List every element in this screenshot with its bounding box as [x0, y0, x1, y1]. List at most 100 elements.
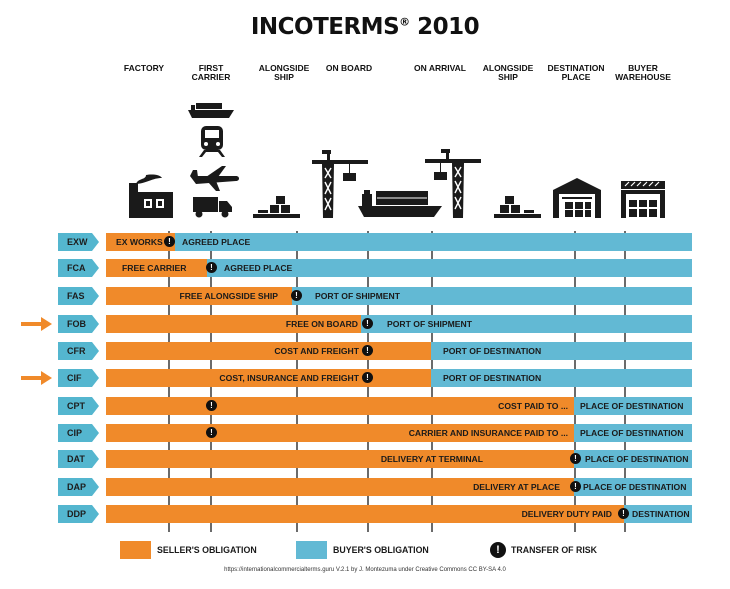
page-title: INCOTERMS® 2010 — [0, 14, 730, 40]
transfer-of-risk-icon: ! — [206, 427, 217, 438]
truck-icon — [193, 197, 232, 218]
pallet-icon — [253, 196, 300, 218]
train-icon — [199, 126, 225, 157]
seller-bar — [106, 397, 574, 415]
term-row-fca: FCA FREE CARRIER ! AGREED PLACE — [58, 259, 692, 277]
stage-label: SHIP — [498, 72, 518, 82]
chevron-icon — [92, 342, 99, 360]
stage-label: ON ARRIVAL — [414, 63, 466, 73]
buyer-label: PORT OF DESTINATION — [443, 373, 542, 383]
term-code: FOB — [58, 315, 92, 333]
chevron-icon — [92, 233, 99, 251]
warehouse-icon — [621, 181, 665, 218]
stage-label: SHIP — [274, 72, 294, 82]
term-code: CIF — [58, 369, 92, 387]
chevron-icon — [92, 369, 99, 387]
buyer-label: PORT OF SHIPMENT — [315, 291, 400, 301]
airplane-icon — [190, 166, 239, 191]
buyer-label: PLACE OF DESTINATION — [583, 482, 687, 492]
transfer-of-risk-icon: ! — [362, 372, 373, 383]
legend-buyer-label: BUYER'S OBLIGATION — [333, 545, 429, 555]
seller-bar — [106, 505, 624, 523]
term-code: DAT — [58, 450, 92, 468]
term-row-cfr: CFR COST AND FREIGHT ! PORT OF DESTINATI… — [58, 342, 692, 360]
chevron-icon — [92, 287, 99, 305]
legend-seller-swatch — [120, 541, 151, 559]
transport-icons — [129, 103, 665, 218]
chevron-icon — [92, 505, 99, 523]
buyer-label: PLACE OF DESTINATION — [580, 428, 684, 438]
term-row-fob: FOB FREE ON BOARD ! PORT OF SHIPMENT — [58, 315, 692, 333]
transfer-of-risk-icon: ! — [618, 508, 629, 519]
seller-bar — [106, 233, 175, 251]
crane-icon — [312, 150, 368, 218]
seller-label: EX WORKS — [116, 237, 163, 247]
chevron-icon — [92, 450, 99, 468]
highlight-arrow-icon — [21, 371, 52, 385]
term-row-dap: DAP DELIVERY AT PLACE ! PLACE OF DESTINA… — [58, 478, 692, 496]
seller-bar — [106, 315, 361, 333]
legend-buyer-swatch — [296, 541, 327, 559]
stage-label: ON BOARD — [325, 63, 373, 73]
factory-icon — [129, 174, 173, 218]
stage-destination-place: DESTINATION PLACE — [548, 64, 605, 82]
term-code: DDP — [58, 505, 92, 523]
seller-label: FREE ALONGSIDE SHIP — [179, 291, 278, 301]
term-row-dat: DAT DELIVERY AT TERMINAL ! PLACE OF DEST… — [58, 450, 692, 468]
stage-label: ALONGSIDE — [258, 63, 310, 73]
warehouse-icon — [553, 178, 601, 218]
buyer-label: PLACE OF DESTINATION — [585, 454, 689, 464]
buyer-bar — [106, 259, 692, 277]
stage-label: DESTINATION — [547, 63, 605, 73]
term-row-ddp: DDP DELIVERY DUTY PAID ! DESTINATION — [58, 505, 692, 523]
stage-on-arrival: ON ARRIVAL — [414, 64, 466, 73]
term-row-cip: CIP ! CARRIER AND INSURANCE PAID TO ... … — [58, 424, 692, 442]
term-row-cpt: CPT ! COST PAID TO ... PLACE OF DESTINAT… — [58, 397, 692, 415]
transfer-of-risk-icon: ! — [362, 345, 373, 356]
buyer-label: AGREED PLACE — [224, 263, 293, 273]
term-code: FAS — [58, 287, 92, 305]
stage-label: FIRST — [198, 63, 224, 73]
container-ship-icon — [188, 103, 234, 118]
chevron-icon — [92, 424, 99, 442]
seller-bar — [106, 342, 431, 360]
transfer-of-risk-icon: ! — [362, 318, 373, 329]
seller-bar — [106, 369, 431, 387]
legend-seller-label: SELLER'S OBLIGATION — [157, 545, 257, 555]
chevron-icon — [92, 315, 99, 333]
stage-label: CARRIER — [191, 72, 231, 82]
seller-label: COST, INSURANCE AND FREIGHT — [219, 373, 359, 383]
buyer-label: PORT OF SHIPMENT — [387, 319, 472, 329]
chevron-icon — [92, 478, 99, 496]
stage-alongside-ship-origin: ALONGSIDE SHIP — [259, 64, 310, 82]
buyer-label: PORT OF DESTINATION — [443, 346, 542, 356]
pallet-icon — [494, 196, 541, 218]
chevron-icon — [92, 259, 99, 277]
seller-label: FREE CARRIER — [122, 263, 187, 273]
seller-label: DELIVERY DUTY PAID — [521, 509, 612, 519]
title-year: 2010 — [417, 14, 480, 40]
credit-line: https://internationalcommercialterms.gur… — [224, 567, 506, 573]
buyer-label: PLACE OF DESTINATION — [580, 401, 684, 411]
title-text: INCOTERMS — [250, 14, 400, 40]
stage-label: PLACE — [561, 72, 591, 82]
ship-icon — [358, 190, 442, 217]
legend-risk-icon: ! — [490, 542, 506, 558]
seller-bar — [106, 450, 574, 468]
transfer-of-risk-icon: ! — [291, 290, 302, 301]
stage-first-carrier: FIRST CARRIER — [192, 64, 231, 82]
term-row-exw: EXW EX WORKS ! AGREED PLACE — [58, 233, 692, 251]
term-row-fas: FAS FREE ALONGSIDE SHIP ! PORT OF SHIPME… — [58, 287, 692, 305]
term-code: CFR — [58, 342, 92, 360]
seller-label: COST PAID TO ... — [498, 401, 568, 411]
stage-label: FACTORY — [123, 63, 165, 73]
seller-bar — [106, 287, 292, 305]
term-code: DAP — [58, 478, 92, 496]
legend-risk-label: TRANSFER OF RISK — [511, 545, 598, 555]
seller-label: COST AND FREIGHT — [274, 346, 359, 356]
transfer-of-risk-icon: ! — [206, 400, 217, 411]
term-code: FCA — [58, 259, 92, 277]
term-code: EXW — [58, 233, 92, 251]
buyer-label: AGREED PLACE — [182, 237, 251, 247]
seller-bar — [106, 259, 207, 277]
